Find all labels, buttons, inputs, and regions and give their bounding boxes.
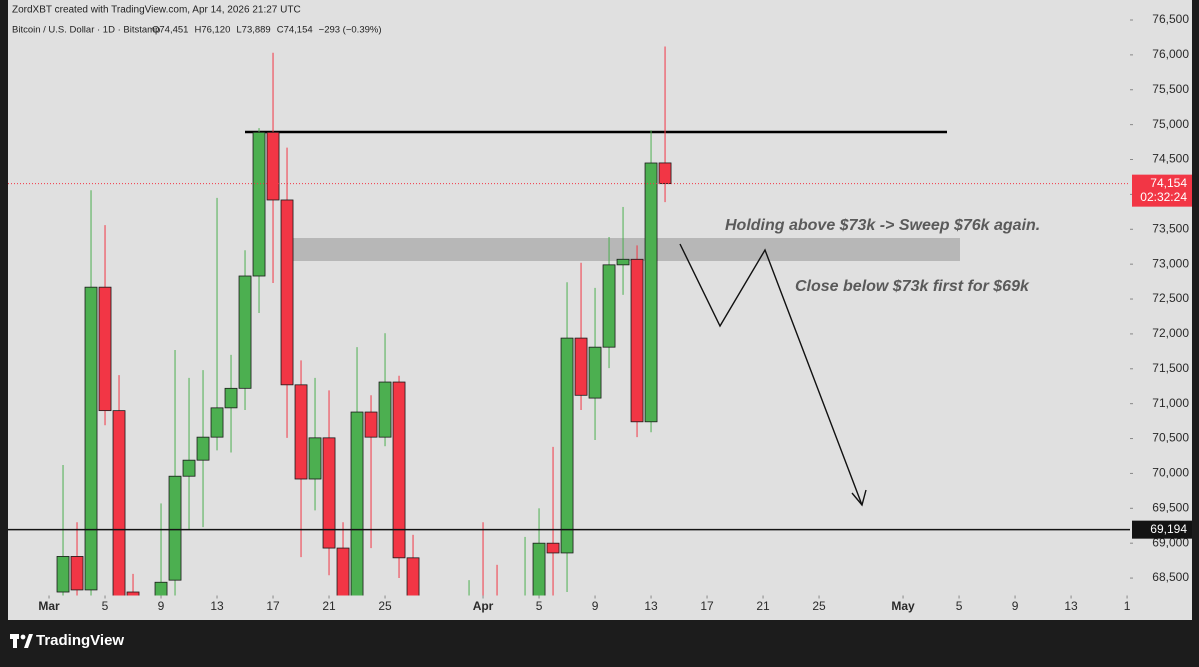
- chart-background: [8, 0, 1192, 620]
- y-tick-label: 70,000: [1152, 466, 1189, 480]
- legend-item: L73,889: [236, 25, 270, 36]
- legend-item: −293 (−0.39%): [319, 25, 382, 36]
- candle-body: [154, 581, 168, 596]
- candle-body: [84, 286, 98, 591]
- x-tick-label: 1: [1124, 599, 1131, 613]
- annotation: Holding above $73k -> Sweep $76k again.: [725, 217, 1040, 234]
- legend-item: H76,120: [194, 25, 230, 36]
- y-tick-label: 69,500: [1152, 500, 1189, 514]
- projection-path: [679, 243, 863, 506]
- candle-body: [294, 384, 308, 480]
- y-tick-label: 68,500: [1152, 570, 1189, 584]
- y-tick-label: 72,000: [1152, 326, 1189, 340]
- candle-body: [224, 387, 238, 409]
- candle-body: [546, 542, 560, 554]
- candle-body: [56, 556, 70, 593]
- logo-mark: [13, 634, 17, 648]
- y-tick-label: 75,000: [1152, 117, 1189, 131]
- legend-item: O74,451: [152, 25, 188, 36]
- candle-body: [658, 162, 672, 185]
- candle-body: [112, 410, 126, 596]
- y-tick-label: 73,000: [1152, 256, 1189, 270]
- y-tick-label: 71,500: [1152, 361, 1189, 375]
- y-tick-label: 74,500: [1152, 152, 1189, 166]
- x-tick-label: 25: [812, 599, 826, 613]
- x-tick-label: 21: [756, 599, 770, 613]
- x-tick-label: 17: [700, 599, 714, 613]
- x-tick-label: May: [891, 599, 915, 613]
- x-tick-label: 9: [158, 599, 165, 613]
- x-tick-label: 13: [1064, 599, 1078, 613]
- x-tick-label: 13: [210, 599, 224, 613]
- candle-body: [308, 437, 322, 480]
- logo-mark: [20, 634, 26, 640]
- candle-body: [182, 459, 196, 477]
- x-tick-label: Mar: [38, 599, 60, 613]
- legend-item: C74,154: [277, 25, 313, 36]
- candle-body: [644, 162, 658, 423]
- x-tick-label: 21: [322, 599, 336, 613]
- candle-body: [616, 258, 630, 266]
- candle-body: [322, 437, 336, 549]
- ohlc-legend: O74,451 H76,120 L73,889 C74,154 −293 (−0.39%…: [152, 25, 382, 36]
- candle-body: [630, 258, 644, 423]
- candle-body: [350, 411, 364, 596]
- plot-area: [56, 46, 672, 596]
- candle-body: [392, 381, 406, 559]
- x-tick-label: 5: [536, 599, 543, 613]
- candle-body: [98, 286, 112, 412]
- x-tick-label: 17: [266, 599, 280, 613]
- candle-body: [252, 131, 266, 277]
- support-zone: [292, 238, 960, 261]
- annotation: Close below $73k first for $69k: [795, 278, 1030, 295]
- chart-title: Bitcoin / U.S. Dollar · 1D · Bitstamp: [12, 25, 160, 36]
- x-tick-label: 25: [378, 599, 392, 613]
- y-tick-label: 73,500: [1152, 221, 1189, 235]
- candle-body: [168, 475, 182, 581]
- y-tick-label: 71,000: [1152, 396, 1189, 410]
- price-label-box: [1132, 174, 1192, 207]
- logo-mark: [24, 634, 33, 648]
- candle-body: [378, 381, 392, 438]
- candle-body: [280, 199, 294, 386]
- candle-body: [238, 275, 252, 389]
- y-tick-label: 70,500: [1152, 431, 1189, 445]
- x-tick-label: 13: [644, 599, 658, 613]
- candle-body: [602, 264, 616, 348]
- logo: TradingView: [10, 632, 124, 649]
- candle-body: [532, 542, 546, 596]
- x-tick-label: Apr: [473, 599, 494, 613]
- y-tick-label: 72,500: [1152, 291, 1189, 305]
- candle-body: [70, 556, 84, 591]
- candle-body: [574, 337, 588, 396]
- credit: ZordXBT created with TradingView.com, Ap…: [12, 5, 301, 16]
- y-tick-label: 76,000: [1152, 47, 1189, 61]
- price-label: 74,154: [1150, 176, 1187, 190]
- y-tick-label: 76,500: [1152, 12, 1189, 26]
- candle-body: [266, 131, 280, 201]
- logo-text: TradingView: [36, 632, 124, 649]
- price-countdown: 02:32:24: [1140, 190, 1187, 204]
- y-tick-label: 75,500: [1152, 82, 1189, 96]
- candle-body: [196, 436, 210, 461]
- x-tick-label: 9: [592, 599, 599, 613]
- candle-body: [210, 407, 224, 438]
- price-label-box: [1132, 520, 1192, 539]
- candle-body: [336, 547, 350, 596]
- candle-body: [588, 346, 602, 399]
- projection-arrowhead: [851, 489, 867, 507]
- price-label: 69,194: [1150, 522, 1187, 536]
- y-tick-label: 69,000: [1152, 535, 1189, 549]
- candle-body: [406, 557, 420, 596]
- x-tick-label: 5: [102, 599, 109, 613]
- x-tick-label: 5: [956, 599, 963, 613]
- candle-body: [126, 591, 140, 596]
- candle-body: [364, 411, 378, 438]
- candle-body: [560, 337, 574, 554]
- x-tick-label: 9: [1012, 599, 1019, 613]
